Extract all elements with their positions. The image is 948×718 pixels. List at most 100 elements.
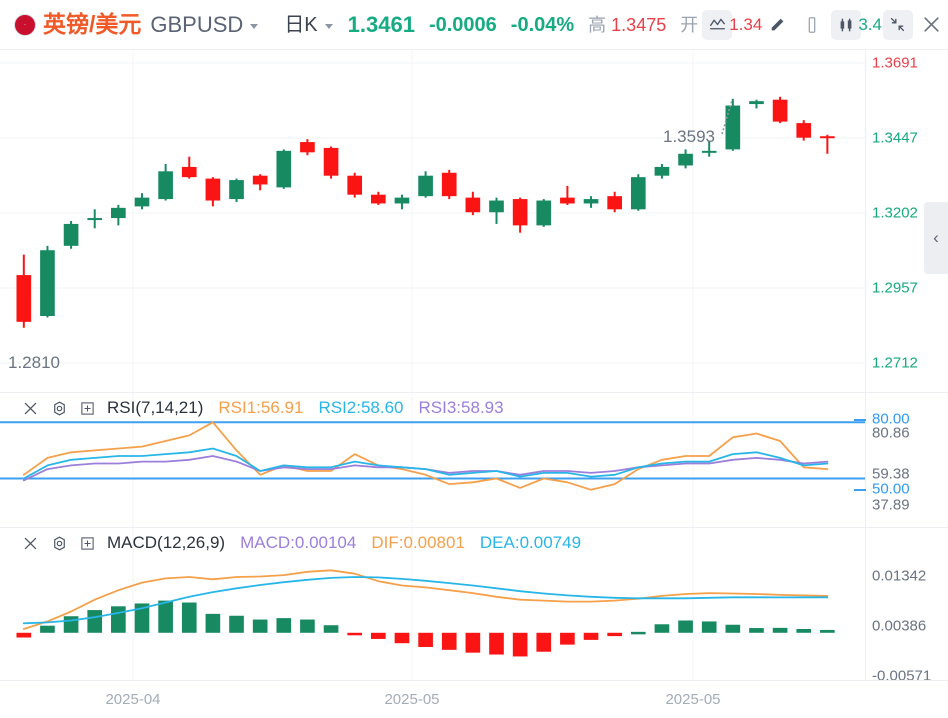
candlestick-type-icon[interactable] [831, 9, 862, 40]
x-axis-tick: 2025-04 [105, 691, 161, 708]
fullscreen-exit-icon[interactable] [882, 9, 913, 40]
macd-histogram-bar [370, 632, 386, 639]
x-axis-tick: 2025-05 [665, 691, 721, 708]
macd-indicator-name: MACD(12,26,9) [107, 533, 226, 552]
candle [654, 166, 670, 176]
price-y-axis[interactable]: 1.3691 1.3447 1.3202 1.2957 1.2712 [865, 50, 948, 392]
ruler-icon[interactable] [797, 10, 827, 40]
candle [583, 199, 599, 204]
price-pane: 1.3593 1.2810 1.3691 1.3447 1.3202 1.2957 1.… [0, 50, 948, 392]
gb-us-flag-icon [14, 13, 36, 36]
high-annotation: 1.3593 [663, 127, 715, 146]
candle [560, 197, 575, 204]
gear-icon[interactable] [51, 400, 68, 417]
candle [370, 194, 386, 204]
collapse-panel-arrow-icon[interactable]: ‹ [924, 202, 948, 274]
candle [725, 105, 741, 150]
y-axis-tick: 50.00 [872, 480, 910, 498]
last-price: 1.3461 [347, 11, 415, 37]
close-icon[interactable] [917, 10, 947, 40]
candlestick-series [0, 50, 865, 392]
macd-histogram-bar [725, 624, 741, 633]
macd-histogram-bar [87, 610, 103, 633]
rsi3-value: RSI3:58.93 [418, 398, 504, 417]
macd-histogram-bar [583, 632, 599, 640]
macd-plot-area[interactable] [0, 528, 865, 681]
open-value: 1.34 [729, 15, 763, 34]
macd-histogram-bar [489, 632, 504, 655]
macd-histogram-bar [300, 619, 315, 633]
rsi-level-marker [854, 489, 866, 491]
candle [489, 200, 504, 213]
macd-histogram-bar [749, 628, 764, 633]
macd-pane: MACD(12,26,9) MACD:0.00104 DIF:0.00801 D… [0, 527, 948, 684]
macd-histogram-bar [772, 627, 788, 633]
macd-histogram-bar [394, 632, 410, 644]
candle [134, 197, 150, 207]
candle [630, 177, 646, 210]
x-axis-tick: 2025-05 [384, 691, 440, 708]
price-change-percent: -0.04% [510, 13, 575, 36]
rsi-y-axis[interactable]: 80.00 80.86 59.38 50.00 37.89 [854, 393, 948, 527]
header-toolbar: 1.34 3.4 [698, 9, 948, 40]
gear-icon[interactable] [51, 535, 68, 552]
high-value: 1.3475 [611, 14, 667, 35]
y-axis-tick: 1.2957 [872, 279, 918, 297]
x-axis[interactable]: 2025-04 2025-05 2025-05 [0, 680, 948, 718]
candle [512, 199, 528, 226]
macd-histogram-bar [820, 629, 835, 633]
chart-header: 英镑/美元 GBPUSD 日K 1.3461 -0.0006 -0.04% 高 … [0, 0, 948, 50]
macd-histogram-bar [418, 632, 433, 647]
macd-histogram-bar [654, 624, 670, 633]
macd-histogram-bar [323, 625, 339, 633]
price-plot-area[interactable] [0, 50, 865, 392]
macd-series [16, 528, 835, 681]
candle [820, 136, 835, 139]
low-price-label: 1.2810 [8, 353, 60, 372]
macd-histogram-bar [678, 620, 693, 633]
macd-histogram-bar [441, 632, 457, 650]
candle [181, 166, 197, 178]
draw-pencil-icon[interactable] [763, 10, 793, 40]
macd-histogram-bar [465, 632, 481, 653]
candle [40, 250, 55, 316]
macd-histogram-bar [630, 631, 646, 635]
y-axis-tick: 59.38 [872, 465, 910, 483]
candle [796, 123, 812, 138]
macd-histogram-bar [134, 603, 150, 633]
symbol-dropdown-caret-icon[interactable] [250, 24, 259, 29]
macd-histogram-bar [796, 629, 812, 633]
expand-plus-icon[interactable] [80, 401, 95, 416]
indicator-icon[interactable] [702, 9, 733, 40]
y-axis-tick: 1.3691 [872, 54, 918, 72]
rsi2-value: RSI2:58.60 [318, 398, 404, 417]
rsi-pane: RSI(7,14,21) RSI1:56.91 RSI2:58.60 RSI3:… [0, 392, 948, 528]
macd-histogram-bar [158, 600, 173, 633]
macd-histogram-bar [607, 632, 622, 637]
rsi-plot-area[interactable] [0, 393, 865, 528]
period-dropdown-caret-icon[interactable] [324, 24, 333, 29]
price-change: -0.0006 [428, 13, 497, 36]
close-icon[interactable] [22, 535, 39, 552]
macd-legend: MACD(12,26,9) MACD:0.00104 DIF:0.00801 D… [0, 528, 581, 558]
y-axis-tick: 0.00386 [872, 617, 927, 635]
macd-histogram-bar [63, 616, 79, 633]
candle [252, 175, 268, 185]
candle [441, 172, 457, 197]
y-axis-tick: 37.89 [872, 496, 910, 514]
expand-plus-icon[interactable] [80, 536, 95, 551]
rsi1-value: RSI1:56.91 [218, 398, 304, 417]
macd-y-axis[interactable]: 0.01342 0.00386 -0.00571 [865, 528, 948, 684]
candle [158, 171, 173, 200]
macd-histogram-bar [276, 618, 292, 633]
candle [465, 197, 481, 213]
rsi-series [0, 393, 865, 528]
high-label: 高 [588, 14, 607, 35]
open-label: 开 [680, 14, 699, 35]
close-icon[interactable] [22, 400, 39, 417]
symbol-code: GBPUSD [150, 11, 244, 37]
macd-histogram-bar [205, 613, 221, 633]
macd-histogram-bar [40, 625, 55, 633]
period-label: 日K [284, 13, 318, 36]
macd-histogram-bar [536, 632, 552, 652]
